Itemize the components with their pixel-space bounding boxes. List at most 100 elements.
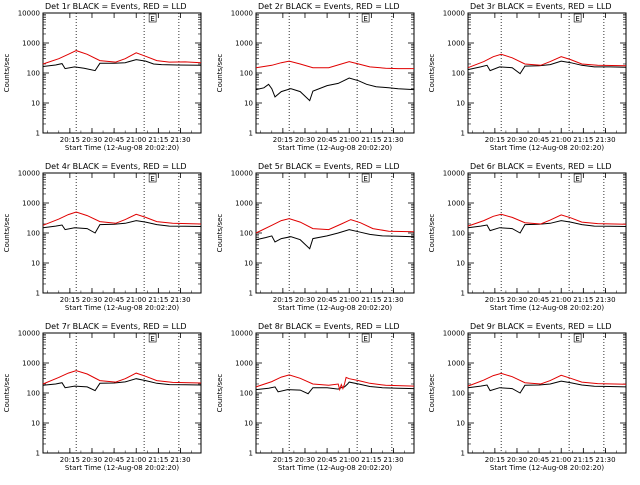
x-tick-label: 21:15 [361, 296, 381, 304]
panel-det-8: Det 8r BLACK = Events, RED = LLD 1 10 100 10… [216, 322, 415, 472]
y-tick-label: 1000 [22, 200, 40, 208]
panel-title: Det 8r BLACK = Events, RED = LLD [258, 322, 400, 331]
x-axis-label: Start Time (12-Aug-08 20:02:20) [490, 464, 604, 472]
series-events-line [42, 220, 202, 234]
y-tick-label: 10 [456, 420, 465, 428]
y-tick-label: 1000 [235, 360, 253, 368]
series-lld-line [467, 372, 627, 387]
x-tick-label: 20:45 [104, 456, 124, 464]
y-tick-label: 10 [456, 100, 465, 108]
y-tick-label: 100 [27, 230, 40, 238]
x-tick-label: 20:15 [485, 456, 505, 464]
series-lld-line [467, 53, 627, 69]
event-marker-box [361, 173, 370, 183]
y-tick-label: 100 [27, 70, 40, 78]
y-tick-label: 10000 [231, 330, 253, 338]
y-tick-label: 10 [31, 100, 40, 108]
panel-det-4: Det 4r BLACK = Events, RED = LLD 1 10 100 10… [3, 162, 202, 312]
y-tick-label: 100 [240, 230, 253, 238]
y-tick-label: 100 [452, 390, 465, 398]
axes-box [255, 332, 415, 454]
panel-title: Det 1r BLACK = Events, RED = LLD [45, 2, 187, 11]
x-tick-label: 21:15 [148, 296, 168, 304]
y-tick-label: 100 [27, 390, 40, 398]
panel-title: Det 4r BLACK = Events, RED = LLD [45, 162, 187, 171]
y-tick-label: 10000 [231, 10, 253, 18]
event-marker-box [573, 173, 582, 183]
y-tick-label: 1000 [447, 40, 465, 48]
y-axis-label: Counts/sec [3, 54, 11, 93]
series-lld-line [255, 60, 414, 70]
axes-box [255, 12, 415, 134]
y-tick-label: 10000 [231, 170, 253, 178]
y-tick-label: 1000 [22, 360, 40, 368]
x-axis-label: Start Time (12-Aug-08 20:02:20) [278, 304, 392, 312]
x-tick-label: 21:30 [595, 296, 615, 304]
y-tick-label: 10 [244, 420, 253, 428]
y-tick-label: 100 [240, 70, 253, 78]
axes-box [255, 172, 415, 294]
x-tick-label: 21:00 [126, 136, 146, 144]
y-tick-label: 1 [461, 130, 465, 138]
x-axis-label: Start Time (12-Aug-08 20:02:20) [490, 304, 604, 312]
y-axis-label: Counts/sec [3, 214, 11, 253]
series-events-line [255, 381, 415, 395]
y-tick-label: 10000 [443, 10, 465, 18]
series-events-line [42, 59, 202, 72]
x-tick-label: 21:15 [148, 456, 168, 464]
panel-title: Det 5r BLACK = Events, RED = LLD [258, 162, 400, 171]
x-tick-label: 20:30 [295, 456, 315, 464]
panel-title: Det 9r BLACK = Events, RED = LLD [470, 322, 612, 331]
axes-box [42, 12, 202, 134]
x-tick-label: 21:15 [573, 136, 593, 144]
x-tick-label: 20:15 [485, 296, 505, 304]
y-tick-label: 100 [452, 70, 465, 78]
x-tick-label: 21:00 [551, 136, 571, 144]
x-tick-label: 20:45 [317, 136, 337, 144]
y-tick-label: 1 [461, 450, 465, 458]
series-events-line [255, 77, 415, 102]
y-tick-label: 10000 [18, 170, 40, 178]
y-tick-label: 1 [36, 130, 40, 138]
x-tick-label: 20:30 [82, 296, 102, 304]
x-tick-label: 20:30 [82, 456, 102, 464]
y-axis-label: Counts/sec [428, 374, 436, 413]
event-marker-box [148, 13, 157, 23]
x-tick-label: 20:15 [60, 296, 80, 304]
x-tick-label: 20:45 [317, 296, 337, 304]
x-axis-label: Start Time (12-Aug-08 20:02:20) [65, 144, 179, 152]
panel-det-5: Det 5r BLACK = Events, RED = LLD 1 10 100 10… [216, 162, 415, 312]
x-tick-label: 20:30 [295, 296, 315, 304]
y-tick-label: 10 [244, 100, 253, 108]
x-tick-label: 21:30 [383, 456, 403, 464]
x-axis-label: Start Time (12-Aug-08 20:02:20) [490, 144, 604, 152]
x-tick-label: 20:45 [104, 296, 124, 304]
x-tick-label: 21:15 [148, 136, 168, 144]
x-tick-label: 20:30 [507, 136, 527, 144]
y-axis-label: Counts/sec [428, 54, 436, 93]
panel-det-6: Det 6r BLACK = Events, RED = LLD 1 10 100 10… [428, 162, 627, 312]
x-tick-label: 21:15 [573, 296, 593, 304]
y-tick-label: 10000 [443, 170, 465, 178]
series-lld-line [42, 50, 202, 65]
y-tick-label: 10000 [18, 10, 40, 18]
x-tick-label: 20:15 [273, 296, 293, 304]
series-lld-line [42, 370, 202, 385]
event-marker-label: E [363, 175, 367, 183]
event-marker-box [361, 333, 370, 343]
x-tick-label: 21:30 [170, 296, 190, 304]
x-tick-label: 21:30 [595, 136, 615, 144]
series-events-line [42, 378, 202, 392]
panel-title: Det 6r BLACK = Events, RED = LLD [470, 162, 612, 171]
event-marker-label: E [150, 175, 154, 183]
series-events-line [467, 380, 627, 394]
x-tick-label: 20:45 [529, 136, 549, 144]
x-tick-label: 20:45 [104, 136, 124, 144]
x-tick-label: 20:15 [273, 136, 293, 144]
panel-title: Det 2r BLACK = Events, RED = LLD [258, 2, 400, 11]
y-tick-label: 10 [31, 420, 40, 428]
y-tick-label: 1 [36, 450, 40, 458]
x-tick-label: 21:00 [551, 296, 571, 304]
panel-title: Det 7r BLACK = Events, RED = LLD [45, 322, 187, 331]
